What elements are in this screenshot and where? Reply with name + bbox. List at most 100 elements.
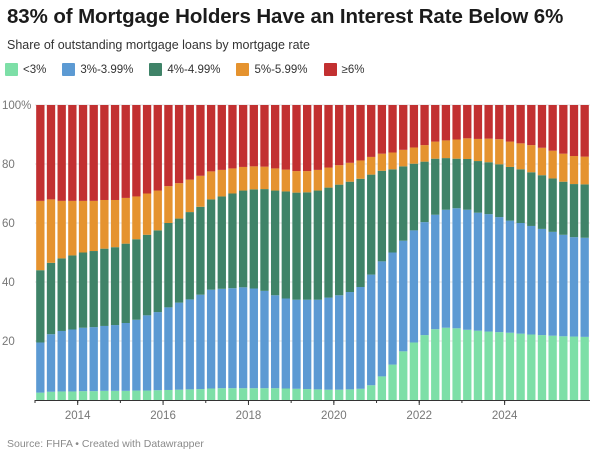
bar-segment [68,391,77,400]
bar-segment [431,158,440,215]
bar-segment [132,239,141,320]
bar-segment [495,217,504,333]
bar-segment [100,248,109,326]
legend-item-3-399: 3%-3.99% [62,63,133,76]
bar-segment [377,153,387,171]
bar-segment [153,390,162,400]
bar-segment [196,206,205,295]
bar-segment [441,327,451,400]
bar-segment [495,139,504,165]
bar-segment [473,330,483,400]
bar-segment [46,262,56,335]
bar-segment [281,298,290,389]
bar-segment [313,389,322,400]
bar-segment [57,200,66,259]
legend-swatch-lt3 [5,63,18,76]
bar-segment [420,161,429,223]
bar-segment [281,388,290,400]
bar-segment [303,105,312,172]
bar-segment [313,169,322,191]
bar-segment [228,168,237,194]
bar-segment [377,376,387,400]
bar-segment [260,105,269,167]
bar-segment [206,388,216,400]
legend-swatch-4-499 [149,63,163,76]
bar-segment [388,252,397,365]
bar-segment [217,196,226,289]
bar-segment [57,105,66,201]
bar-segment [356,160,365,179]
bar-segment [431,214,440,330]
bar-segment [303,299,312,390]
bar-segment [335,295,344,390]
bar-segment [228,388,237,400]
bar-segment [292,388,301,400]
bar-segment [409,105,419,148]
bar-segment [132,105,141,197]
bar-segment [132,196,141,240]
bar-segment [68,105,77,201]
bar-segment [559,181,568,235]
bar-segment [537,228,547,336]
bar-segment [484,214,493,332]
chart-title: 83% of Mortgage Holders Have an Interest… [7,5,564,28]
bar-segment [441,105,451,141]
x-tick-label: 2018 [236,410,262,422]
bar-segment [185,299,194,390]
bar-segment [580,336,589,400]
bar-segment [452,208,461,329]
bar-segment [303,389,312,400]
bar-segment [46,105,56,200]
bar-segment [335,165,344,185]
bar-segment [228,105,237,169]
bar-segment [100,325,109,391]
bar-segment [569,237,579,337]
bar-segment [356,105,365,161]
bar-segment [495,164,504,218]
bar-segment [559,105,568,154]
bar-segment [527,334,536,400]
bar-segment [270,190,280,296]
bar-segment [324,297,333,390]
bar-segment [270,295,280,389]
bar-segment [367,156,376,175]
bar-segment [324,167,333,188]
bar-segment [313,190,322,300]
bar-segment [324,389,333,400]
bar-segment [473,105,483,139]
legend-label-3-399: 3%-3.99% [80,63,134,76]
bar-segment [185,212,194,300]
legend: <3% 3%-3.99% 4%-4.99% 5%-5.99% ≥6% [5,63,380,76]
bar-segment [185,179,194,213]
x-tick-label: 2014 [65,410,91,422]
bar-segment [164,186,173,224]
bar-segment [431,329,440,400]
bar-segment [335,389,344,400]
bar-segment [431,141,440,159]
bar-segment [206,171,216,200]
bar-segment [270,388,280,400]
bar-segment [217,169,226,197]
bar-segment [505,332,515,400]
bar-segment [452,328,461,400]
bar-segment [463,158,472,210]
bar-segment [185,389,194,400]
bar-segment [303,192,312,300]
bar-segment [36,270,45,343]
bar-segment [228,288,237,389]
bar-segment [46,199,56,263]
bar-segment [142,234,152,316]
bar-segment [142,193,152,235]
legend-swatch-3-399 [62,63,76,76]
bar-segment [356,388,365,400]
bar-segment [580,184,589,238]
bar-segment [153,312,162,391]
legend-label-4-499: 4%-4.99% [167,63,221,76]
bar-segment [57,258,66,331]
bar-segment [164,105,173,187]
bar-segment [142,105,152,194]
bar-segment [484,138,493,163]
bar-segment [78,105,88,201]
bar-segment [110,325,120,391]
